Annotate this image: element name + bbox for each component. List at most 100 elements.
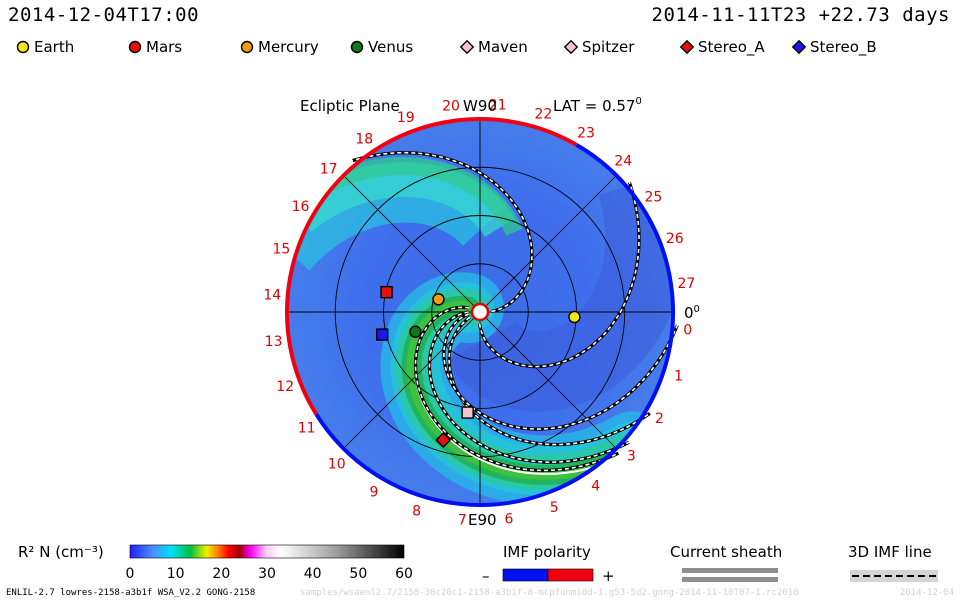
legend-spitzer: Spitzer (564, 38, 634, 56)
legend-earth: Earth (16, 38, 74, 56)
legend-diamond-icon (460, 40, 474, 54)
carrington-label: 22 (535, 106, 553, 122)
legend-mercury: Mercury (240, 38, 319, 56)
body-venus (409, 325, 422, 338)
polarity-rim-negative (575, 143, 675, 448)
imf-line-swatch-bg (850, 570, 938, 582)
carrington-label: 27 (677, 276, 695, 292)
legend-label: Earth (34, 38, 75, 56)
model-info: ENLIL-2.7 lowres-2158-a3b1f WSA_V2.2 GON… (6, 588, 256, 598)
imf-line-dash (428, 311, 630, 464)
colorbar-tick: 0 (126, 566, 135, 582)
carrington-label: 10 (328, 456, 346, 472)
legend-circle-icon (16, 40, 30, 54)
footer-date: 2014-12-04 (899, 588, 954, 598)
carrington-label: 20 (442, 99, 460, 115)
polarity-rim-positive (285, 208, 319, 416)
legend-diamond-icon (564, 40, 578, 54)
plane-title: Ecliptic Plane (300, 97, 400, 115)
carrington-label: 23 (577, 126, 595, 142)
legend-stereo_a: Stereo_A (680, 38, 765, 56)
carrington-label: 24 (614, 154, 632, 170)
carrington-label: 26 (666, 231, 684, 247)
carrington-label: 8 (412, 504, 421, 520)
body-mercury (432, 293, 445, 306)
imf-line-dash (443, 313, 679, 430)
polarity-rim-positive (314, 117, 578, 211)
carrington-label: 4 (591, 478, 600, 494)
imf-line-title: 3D IMF line (848, 543, 932, 561)
carrington-label: 15 (273, 242, 291, 258)
zero-label-unit: 0 (694, 304, 700, 315)
current-sheath-title: Current sheath (670, 543, 783, 561)
imf-negative-swatch (502, 568, 549, 582)
body-earth (568, 310, 581, 324)
run-path: samples/wsaenl2.7/2158-30c20c1-2158-a3b1… (300, 588, 799, 598)
imf-line-dash (414, 306, 619, 472)
legend-label: Mars (146, 38, 183, 56)
colorbar-tick: 40 (304, 566, 322, 582)
colorbar (129, 544, 405, 559)
carrington-label: 1 (674, 368, 683, 384)
colorbar-tick: 20 (212, 566, 230, 582)
colorbar-tick: 50 (349, 566, 367, 582)
carrington-label: 14 (263, 287, 281, 303)
imf-line-dash (448, 316, 651, 446)
colorbar-tick: 60 (395, 566, 413, 582)
carrington-label: 18 (355, 132, 373, 148)
carrington-label: 16 (292, 199, 310, 215)
body-maven (461, 406, 474, 419)
zero-label: 00 (684, 304, 700, 322)
legend-circle-icon (128, 40, 142, 54)
imf-minus-label: – (482, 567, 490, 585)
colorbar-tick: 30 (258, 566, 276, 582)
carrington-label: 13 (265, 334, 283, 350)
low-density-band (447, 171, 673, 412)
carrington-label: 12 (276, 379, 294, 395)
legend-diamond-icon (680, 40, 694, 54)
sun (470, 302, 490, 322)
carrington-label: 11 (298, 421, 316, 437)
imf-line-dash (352, 151, 533, 313)
legend-mars: Mars (128, 38, 182, 56)
legend-label: Stereo_B (810, 38, 877, 56)
current-sheath-swatch (682, 577, 778, 582)
current-sheath-swatch (682, 568, 778, 573)
legend-venus: Venus (350, 38, 413, 56)
carrington-label: 25 (644, 189, 662, 205)
carrington-label: 3 (627, 448, 636, 464)
body-stereo_b (376, 328, 389, 341)
legend-stereo_b: Stereo_B (792, 38, 877, 56)
imf-line-dash (478, 182, 640, 368)
carrington-label: 6 (505, 511, 514, 527)
carrington-label: 9 (370, 484, 379, 500)
legend-maven: Maven (460, 38, 528, 56)
legend-diamond-icon (792, 40, 806, 54)
colorbar-label: R² N (cm⁻³) (18, 543, 104, 561)
carrington-label: 19 (397, 110, 415, 126)
carrington-label: 5 (550, 500, 559, 516)
legend-label: Venus (368, 38, 414, 56)
colorbar-tick: 10 (167, 566, 185, 582)
imf-polarity-title: IMF polarity (503, 543, 591, 561)
body-stereo_a (435, 432, 452, 449)
legend-label: Stereo_A (698, 38, 765, 56)
e90-label: E90 (468, 511, 497, 529)
body-mars (380, 285, 393, 299)
legend-label: Mercury (258, 38, 319, 56)
carrington-label: 2 (655, 411, 664, 427)
latitude-label: LAT = 0.570 (553, 96, 642, 115)
legend-circle-icon (350, 40, 364, 54)
imf-plus-label: + (602, 567, 615, 585)
carrington-label: 0 (683, 323, 692, 339)
carrington-label: 7 (458, 513, 467, 529)
legend-label: Spitzer (582, 38, 635, 56)
w90-label: W90 (463, 97, 497, 115)
carrington-label: 17 (320, 162, 338, 178)
polarity-rim-negative (314, 413, 621, 507)
carrington-label: 21 (489, 97, 507, 113)
legend-label: Maven (478, 38, 528, 56)
legend-circle-icon (240, 40, 254, 54)
cir-density-band (406, 300, 627, 480)
